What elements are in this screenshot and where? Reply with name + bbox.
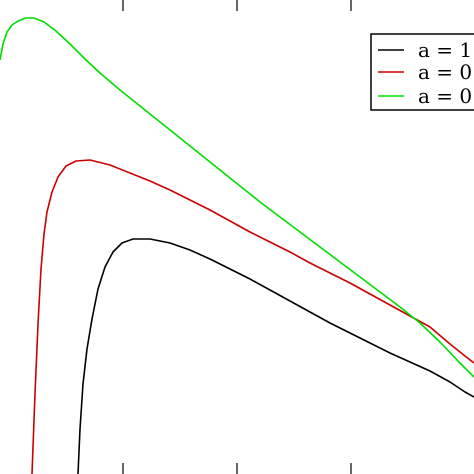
legend-label-2: a = 0. (418, 84, 474, 108)
legend-label-1: a = 0. (418, 60, 474, 84)
series-layer (0, 17, 474, 474)
legend-label-0: a = 1. (418, 38, 474, 62)
series-line-1 (31, 159, 474, 474)
series-line-2 (0, 17, 474, 378)
series-line-0 (77, 238, 474, 474)
legend: a = 1. a = 0. a = 0. (370, 33, 474, 111)
legend-box (370, 33, 474, 111)
axis-ticks (122, 0, 352, 474)
